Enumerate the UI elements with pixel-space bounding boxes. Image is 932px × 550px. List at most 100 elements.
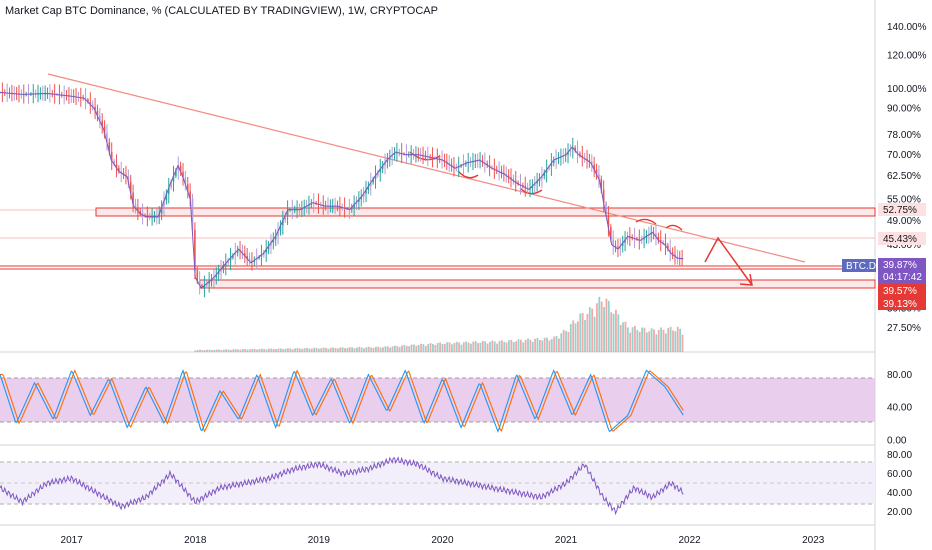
volume-bar [354, 348, 356, 352]
volume-bar [432, 344, 434, 352]
rsi-tick-label: 20.00 [887, 507, 912, 518]
stochastic-tick-label: 40.00 [887, 403, 912, 414]
volume-bar [548, 340, 550, 352]
price-tick-label: 90.00% [887, 104, 921, 115]
volume-bar [529, 340, 531, 352]
volume-bar [313, 348, 315, 352]
volume-bar [263, 349, 265, 352]
volume-bar [546, 338, 548, 352]
volume-bar [551, 339, 553, 352]
chart-title: Market Cap BTC Dominance, % (CALCULATED … [5, 5, 438, 17]
volume-bar [337, 348, 339, 352]
volume-bar [206, 350, 208, 352]
volume-bar [413, 344, 415, 352]
volume-bar [679, 329, 681, 352]
volume-bar [273, 349, 275, 352]
volume-bar [278, 348, 280, 352]
volume-bar [306, 348, 308, 352]
volume-bar [330, 348, 332, 352]
volume-bar [242, 349, 244, 352]
volume-bar [641, 327, 643, 352]
volume-bar [201, 350, 203, 352]
volume-bar [480, 343, 482, 352]
volume-bar [629, 333, 631, 352]
volume-bar [237, 349, 239, 352]
volume-bar [487, 344, 489, 352]
volume-bar [589, 307, 591, 352]
support-zone[interactable] [200, 280, 875, 288]
volume-bar [399, 347, 401, 352]
volume-bar [582, 313, 584, 352]
volume-bar [465, 341, 467, 352]
volume-bar [204, 350, 206, 352]
volume-bar [677, 327, 679, 352]
volume-bar [560, 333, 562, 352]
current-price-badge: 39.87% 04:17:42 [878, 258, 926, 284]
rsi-tick-label: 40.00 [887, 488, 912, 499]
volume-bar [365, 347, 367, 352]
volume-bar [601, 302, 603, 352]
volume-bar [537, 338, 539, 352]
volume-bar [411, 345, 413, 352]
volume-bar [335, 348, 337, 352]
volume-bar [494, 341, 496, 352]
symbol-label: BTC.D [846, 261, 876, 272]
volume-bar [644, 328, 646, 352]
volume-bar [420, 344, 422, 352]
volume-bar [358, 347, 360, 352]
volume-bar [613, 314, 615, 352]
volume-bar [470, 344, 472, 352]
volume-bar [579, 314, 581, 352]
time-tick-label: 2022 [678, 535, 701, 546]
volume-bar [570, 324, 572, 352]
volume-bar [468, 343, 470, 352]
time-tick-label: 2017 [61, 535, 84, 546]
stochastic-tick-label: 80.00 [887, 370, 912, 381]
volume-bar [221, 350, 223, 352]
rsi-tick-label: 60.00 [887, 469, 912, 480]
volume-bar [375, 347, 377, 352]
volume-bar [660, 327, 662, 352]
volume-bar [587, 314, 589, 352]
volume-bar [418, 345, 420, 352]
volume-bar [251, 349, 253, 352]
rsi-tick-label: 80.00 [887, 450, 912, 461]
volume-bar [541, 340, 543, 352]
volume-bar [484, 341, 486, 352]
volume-bar [510, 340, 512, 352]
volume-bar [525, 340, 527, 352]
volume-bar [499, 341, 501, 352]
level-badge-c: 39.57% [878, 284, 926, 297]
volume-bar [625, 322, 627, 352]
countdown-label: 04:17:42 [883, 272, 922, 283]
volume-bar [401, 345, 403, 352]
volume-bar [230, 350, 232, 352]
volume-bar [606, 299, 608, 352]
volume-bar [415, 346, 417, 352]
level-badge-d: 39.13% [878, 297, 926, 310]
volume-bar [382, 347, 384, 352]
stochastic-tick-label: 0.00 [887, 436, 907, 447]
volume-bar [261, 349, 263, 352]
time-tick-label: 2020 [431, 535, 454, 546]
volume-bar [665, 334, 667, 352]
volume-bar [406, 346, 408, 352]
volume-bar [199, 350, 201, 352]
current-price-label: 39.87% [883, 260, 917, 271]
volume-bar [475, 341, 477, 352]
volume-bar [247, 350, 249, 352]
volume-bar [667, 328, 669, 352]
level-badge-a: 52.75% [878, 203, 926, 216]
volume-bar [446, 342, 448, 352]
volume-bar [496, 344, 498, 352]
price-tick-label: 78.00% [887, 130, 921, 141]
volume-bar [472, 342, 474, 352]
volume-bar [339, 347, 341, 352]
volume-bar [316, 348, 318, 352]
volume-bar [425, 346, 427, 352]
volume-bar [648, 331, 650, 352]
resistance-zone[interactable] [96, 208, 875, 216]
volume-bar [325, 348, 327, 352]
volume-bar [223, 350, 225, 352]
